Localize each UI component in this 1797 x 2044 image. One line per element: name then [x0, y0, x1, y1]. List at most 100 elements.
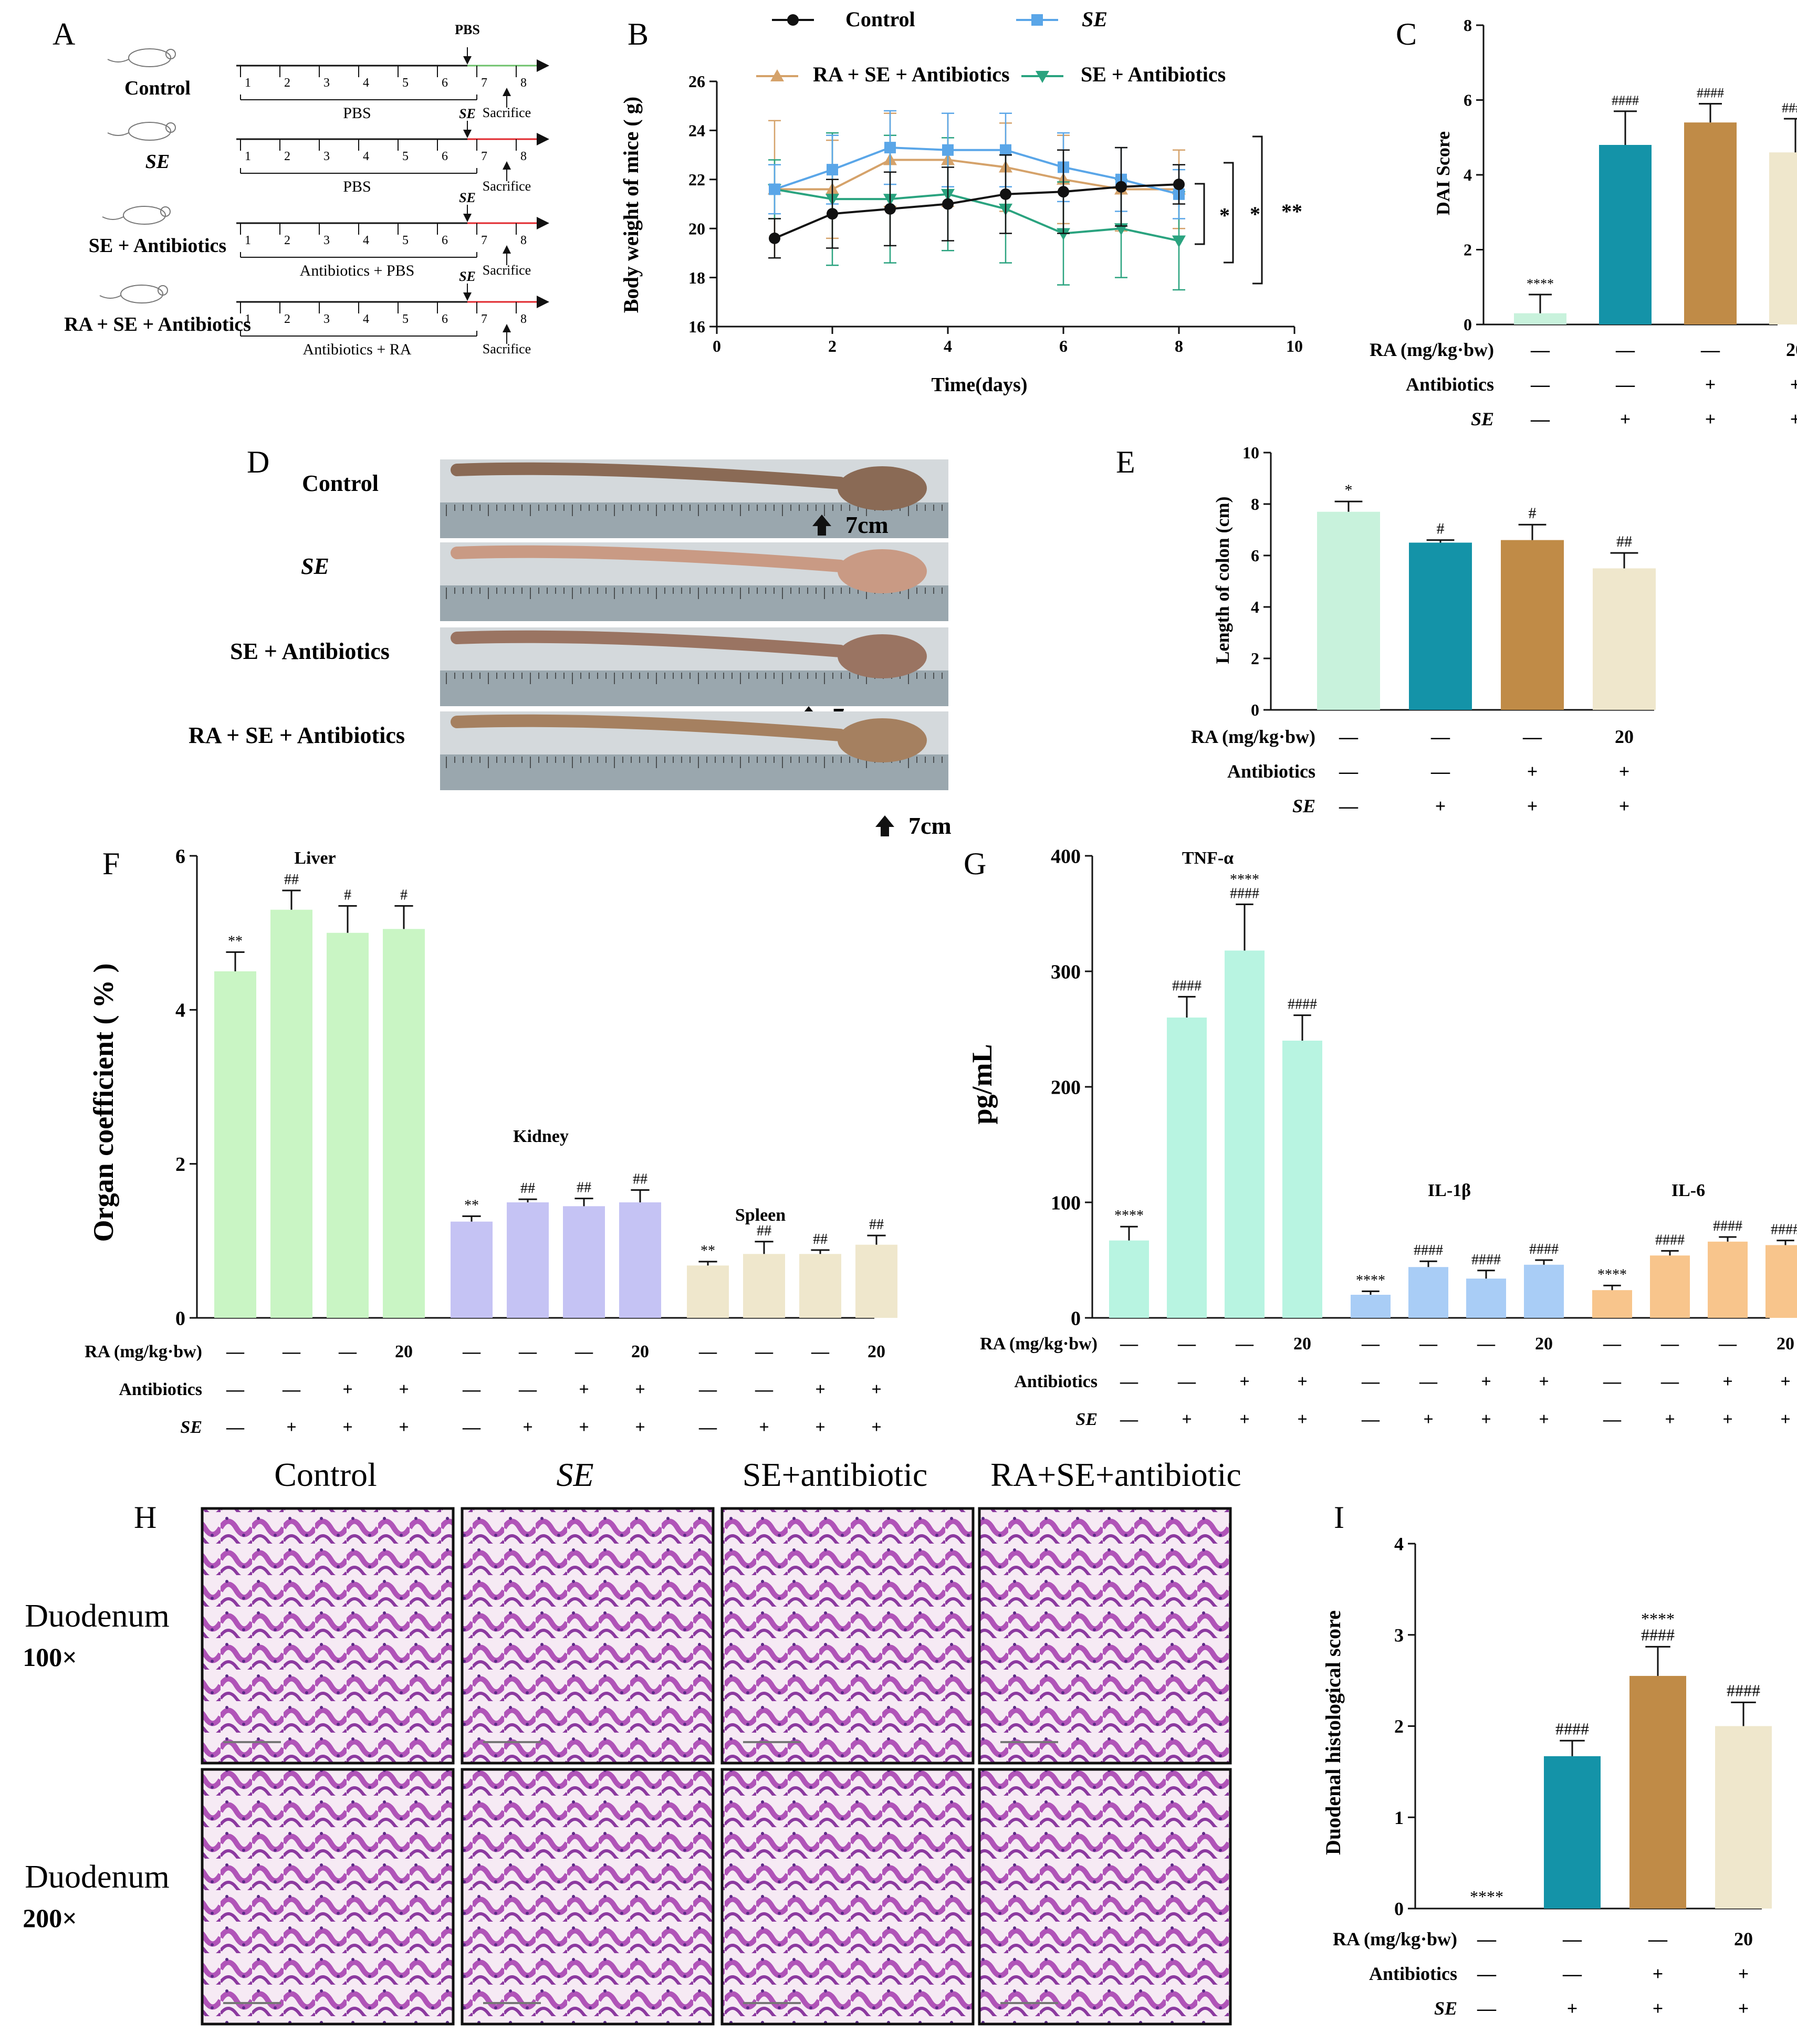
treatment-sign: —	[1361, 1410, 1380, 1429]
treatment-sign: —	[226, 1342, 245, 1361]
bar	[1593, 568, 1656, 710]
day-number: 4	[363, 312, 369, 326]
significance-label: ****	[1114, 1208, 1144, 1224]
treatment-sign: —	[226, 1418, 245, 1437]
bar	[687, 1265, 729, 1318]
mouse-icon	[107, 132, 129, 136]
bar	[1167, 1018, 1207, 1318]
significance-label: ####	[1771, 1222, 1797, 1238]
day-number: 1	[245, 76, 251, 90]
treatment-sign: +	[1665, 1410, 1675, 1429]
day-number: 2	[284, 76, 290, 90]
bar	[1765, 1245, 1797, 1318]
panel-h-histology: Control SE SE+antibiotic RA+SE+antibiotic Du…	[23, 1456, 1241, 2026]
treatment-label-ra: RA (mg/kg·bw)	[980, 1334, 1098, 1354]
panel-g-cytokine-chart: pg/mL 0100200300400****####****########T…	[966, 845, 1797, 1429]
sacrifice-label: Sacrifice	[483, 341, 531, 357]
treatment-sign: —	[1120, 1334, 1138, 1354]
mouse-icon	[165, 49, 176, 59]
row-tissue-1: Duodenum	[25, 1859, 170, 1895]
panel-letter-e: E	[1116, 445, 1135, 479]
y-tick-label: 26	[688, 72, 705, 91]
bar	[1466, 1278, 1506, 1318]
treatment-sign: +	[1619, 761, 1630, 782]
treatment-sign: —	[698, 1380, 717, 1399]
significance-label: **	[228, 933, 243, 949]
treatment-sign: —	[1562, 1928, 1582, 1949]
significance-label: ####	[1172, 978, 1202, 994]
treatment-sign: +	[1738, 1963, 1749, 1984]
treatment-sign: 20	[1293, 1334, 1311, 1354]
treatment-sign: +	[1297, 1372, 1307, 1391]
day-number: 1	[245, 234, 251, 247]
y-tick-label: 200	[1051, 1076, 1081, 1098]
challenge-label: PBS	[455, 22, 480, 37]
significance-bracket	[1252, 135, 1263, 285]
significance-label: ####	[1713, 1218, 1742, 1234]
column-label-1: SE	[556, 1456, 593, 1493]
y-tick-label: 2	[1394, 1716, 1404, 1737]
x-tick-label: 10	[1286, 337, 1303, 355]
treatment-sign: —	[1603, 1372, 1622, 1391]
significance-label: ##	[869, 1217, 884, 1233]
bar	[1282, 1041, 1322, 1318]
panel-letter-i: I	[1334, 1500, 1344, 1535]
legend-ra-se-ab: RA + SE + Antibiotics	[813, 62, 1010, 86]
treatment-sign: —	[1660, 1372, 1679, 1391]
treatment-sign: +	[523, 1418, 532, 1437]
treatment-sign: —	[1477, 1963, 1497, 1984]
data-point	[827, 164, 838, 176]
y-tick-label: 1	[1394, 1807, 1404, 1828]
day-number: 2	[284, 150, 290, 163]
treatment-sign: —	[811, 1342, 830, 1361]
treatment-sign: —	[1562, 1963, 1582, 1984]
bar	[1650, 1255, 1690, 1318]
day-number: 5	[402, 312, 409, 326]
treatment-sign: +	[1619, 795, 1630, 816]
challenge-label: SE	[459, 106, 476, 121]
y-axis-label: Organ coefficient ( % )	[88, 963, 119, 1242]
mouse-icon	[128, 48, 171, 67]
day-number: 8	[520, 312, 527, 326]
treatment-sign: +	[1481, 1410, 1491, 1429]
treatment-sign: —	[1718, 1334, 1737, 1354]
bar	[1225, 950, 1265, 1318]
arrow-icon	[875, 815, 894, 836]
treatment-sign: 20	[395, 1342, 413, 1361]
treatment-sign: 20	[1615, 726, 1634, 747]
x-axis-label: Time(days)	[932, 374, 1028, 396]
treatment-sign: —	[755, 1342, 774, 1361]
treatment-sign: 20	[1786, 339, 1797, 360]
panel-c-dai-chart: DAI Score 0 2 4 6 8 **** #### #### #### RA (mg/kg…	[1370, 16, 1797, 429]
treatment-sign: +	[579, 1380, 589, 1399]
treatment-sign: —	[1477, 1334, 1496, 1354]
day-number: 6	[442, 234, 448, 247]
treatment-sign: —	[1648, 1928, 1668, 1949]
significance-label: #	[344, 887, 351, 903]
histology-image	[720, 1768, 975, 2026]
legend-marker	[770, 69, 784, 81]
treatment-sign: +	[1239, 1372, 1249, 1391]
bar	[507, 1202, 549, 1318]
treatment-sign: +	[1705, 374, 1716, 395]
series-line	[774, 183, 1179, 239]
treatment-sign: +	[1527, 761, 1538, 782]
group-treatment: Antibiotics + PBS	[300, 262, 415, 279]
treatment-sign: —	[1700, 339, 1720, 360]
y-tick-label: 4	[1464, 165, 1472, 184]
day-number: 4	[363, 76, 369, 90]
significance-label: *	[1250, 202, 1260, 226]
panel-letter-h: H	[134, 1500, 156, 1535]
treatment-sign: —	[1477, 1928, 1497, 1949]
treatment-sign: +	[342, 1380, 352, 1399]
significance-label: ##	[284, 872, 299, 888]
treatment-sign: —	[698, 1342, 717, 1361]
treatment-sign: +	[1527, 795, 1538, 816]
bar	[1599, 145, 1652, 324]
day-number: 8	[520, 76, 527, 90]
treatment-sign: +	[1182, 1410, 1192, 1429]
treatment-sign: —	[1615, 374, 1635, 395]
treatment-sign: —	[1530, 339, 1550, 360]
